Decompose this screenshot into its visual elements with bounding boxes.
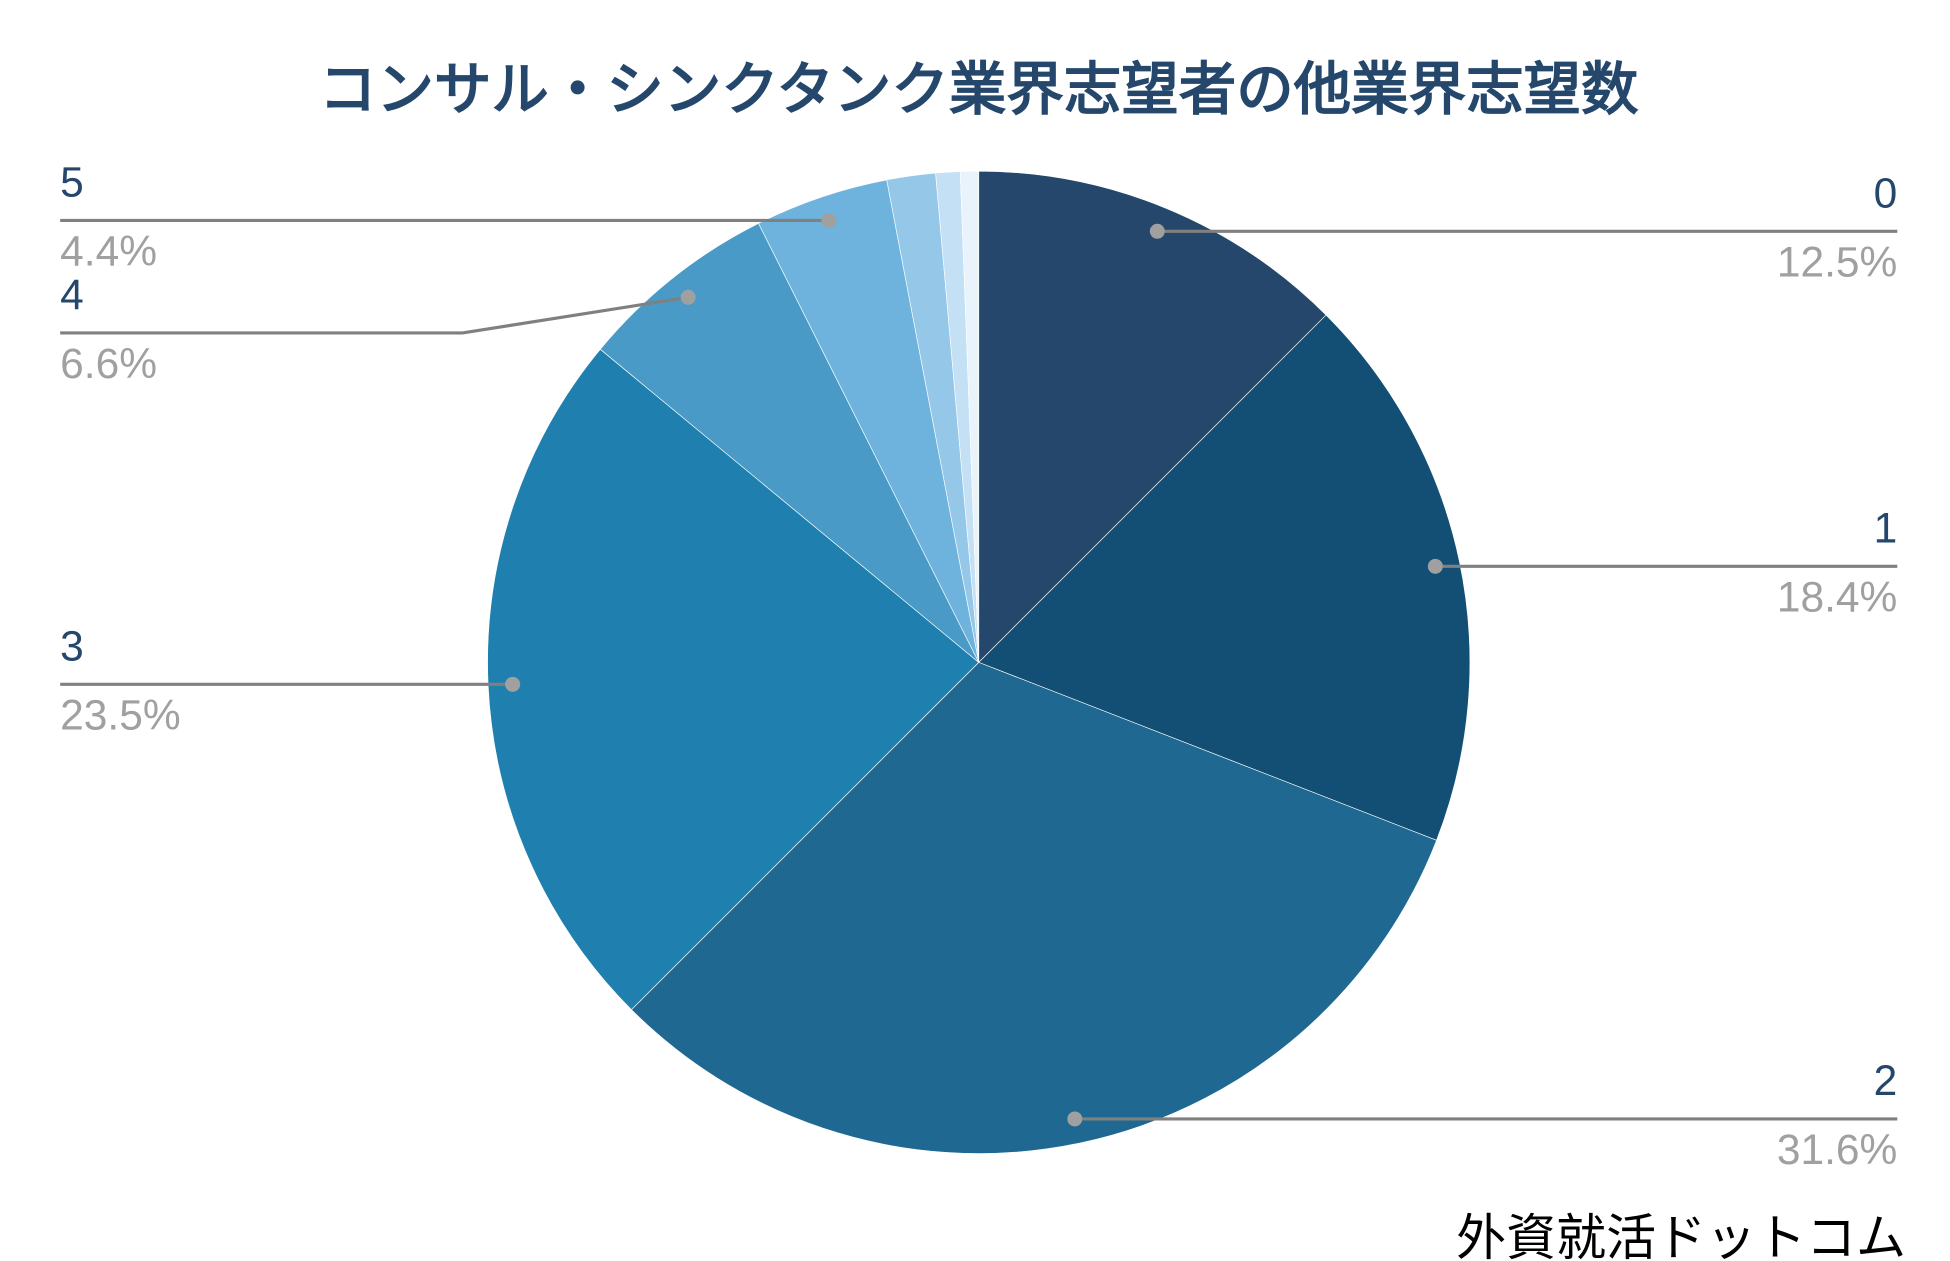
slice-label: 1 (1874, 506, 1898, 553)
slice-value-label: 18.4% (1777, 574, 1897, 621)
slice-label: 0 (1874, 171, 1898, 218)
pie-slice (631, 662, 1437, 1154)
leader-dot (821, 212, 837, 228)
pie-slice (959, 170, 980, 663)
leader-dot (505, 676, 521, 692)
slice-value-label: 4.4% (60, 228, 157, 275)
slice-label: 4 (60, 272, 84, 319)
slice-value-label: 6.6% (60, 341, 157, 388)
watermark: 外資就活ドットコム (1456, 1210, 1906, 1261)
slice-value-label: 23.5% (60, 692, 180, 739)
slice-label: 3 (60, 624, 84, 671)
slice-label: 5 (60, 160, 84, 207)
leader-dot (1427, 558, 1443, 574)
leader-line (60, 295, 689, 335)
chart-title: コンサル・シンクタンク業界志望者の他業界志望数 (319, 58, 1639, 122)
pie-slice (978, 170, 1327, 664)
leader-dot (680, 289, 696, 305)
leader-dot (1149, 223, 1165, 239)
pie-slice (599, 222, 980, 663)
slice-label: 2 (1874, 1058, 1898, 1105)
pie-slice (978, 314, 1471, 841)
slice-value-label: 31.6% (1777, 1127, 1897, 1174)
slice-value-label: 12.5% (1777, 239, 1897, 286)
leader-dot (1067, 1111, 1083, 1127)
